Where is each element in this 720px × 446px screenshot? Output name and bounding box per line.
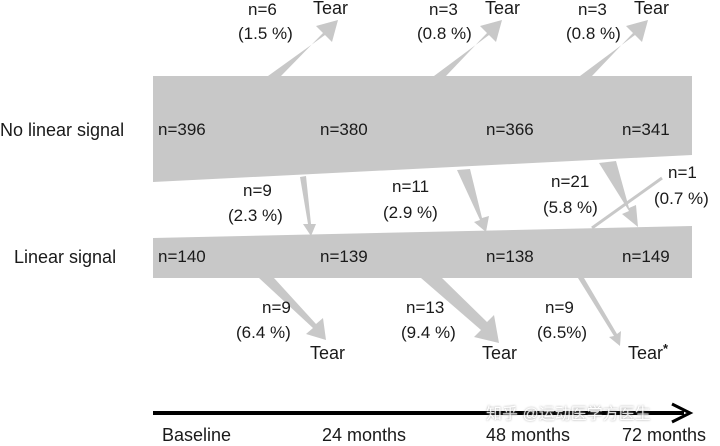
tear-arrow-top-2: [434, 20, 502, 76]
transition-2-pct: (2.9 %): [383, 203, 438, 222]
tear-arrows-top: [268, 20, 648, 76]
top-tear-2-n: n=3: [429, 0, 458, 19]
no-linear-count-baseline: n=396: [158, 120, 206, 139]
bottom-tear-3-text: Tear: [628, 343, 664, 363]
bottom-tear-1-label: Tear: [310, 343, 346, 363]
top-tear-3-label: Tear: [634, 0, 670, 18]
no-linear-count-24: n=380: [320, 120, 368, 139]
top-tear-1-n: n=6: [248, 0, 277, 19]
transition-1-pct: (2.3 %): [228, 206, 283, 225]
linear-signal-band: [153, 226, 692, 278]
transition-arrows: [300, 161, 638, 236]
bottom-tear-3-label: Tear*: [628, 341, 669, 364]
transition-arrow-1: [300, 176, 316, 236]
bottom-tear-1-n: n=9: [262, 298, 291, 317]
transition-3-n: n=21: [551, 172, 590, 191]
no-linear-count-72: n=341: [622, 120, 670, 139]
bottom-tear-1-pct: (6.4 %): [236, 323, 291, 342]
bottom-tear-2-label: Tear: [482, 343, 518, 363]
reverse-transition-line: [591, 176, 663, 230]
top-tear-1-label: Tear: [313, 0, 349, 18]
transition-arrow-3: [599, 161, 638, 227]
bottom-tear-2-n: n=13: [406, 298, 445, 317]
linear-signal-label: Linear signal: [14, 247, 117, 267]
timeline-72-months: 72 months: [622, 425, 707, 445]
linear-count-72: n=149: [622, 247, 670, 266]
top-tear-3-n: n=3: [578, 0, 607, 19]
linear-count-baseline: n=140: [158, 247, 206, 266]
transition-arrow-2: [457, 169, 489, 232]
top-tear-2-pct: (0.8 %): [417, 24, 472, 43]
timeline-48-months: 48 months: [486, 425, 571, 445]
tear-arrow-bottom-3: [578, 278, 621, 346]
top-tear-2-label: Tear: [485, 0, 521, 18]
timeline-24-months: 24 months: [322, 425, 407, 445]
transition-1-n: n=9: [243, 181, 272, 200]
transition-2-n: n=11: [392, 177, 430, 196]
bottom-tear-2-pct: (9.4 %): [401, 323, 456, 342]
bottom-tear-3-n: n=9: [545, 298, 574, 317]
linear-count-48: n=138: [486, 247, 534, 266]
no-linear-signal-band: [153, 76, 692, 182]
tear-arrow-bottom-2: [421, 278, 499, 343]
no-linear-count-48: n=366: [486, 120, 534, 139]
bottom-tear-3-pct: (6.5%): [537, 323, 588, 342]
reverse-transition-n: n=1: [668, 163, 697, 182]
top-tear-1-pct: (1.5 %): [238, 24, 293, 43]
timeline-baseline: Baseline: [162, 425, 232, 445]
significance-asterisk: *: [663, 341, 669, 356]
linear-count-24: n=139: [320, 247, 368, 266]
no-linear-signal-label: No linear signal: [0, 120, 125, 140]
tear-arrow-top-1: [268, 20, 338, 76]
tear-arrow-bottom-1: [259, 278, 326, 340]
tear-arrows-bottom: [259, 278, 621, 346]
transition-3-pct: (5.8 %): [543, 198, 598, 217]
reverse-transition-pct: (0.7 %): [654, 189, 709, 208]
top-tear-3-pct: (0.8 %): [566, 24, 621, 43]
tear-arrow-top-3: [580, 20, 648, 76]
timeline-arrowhead: [671, 402, 694, 424]
watermark: 知乎 @运动医学方医生: [486, 406, 651, 423]
